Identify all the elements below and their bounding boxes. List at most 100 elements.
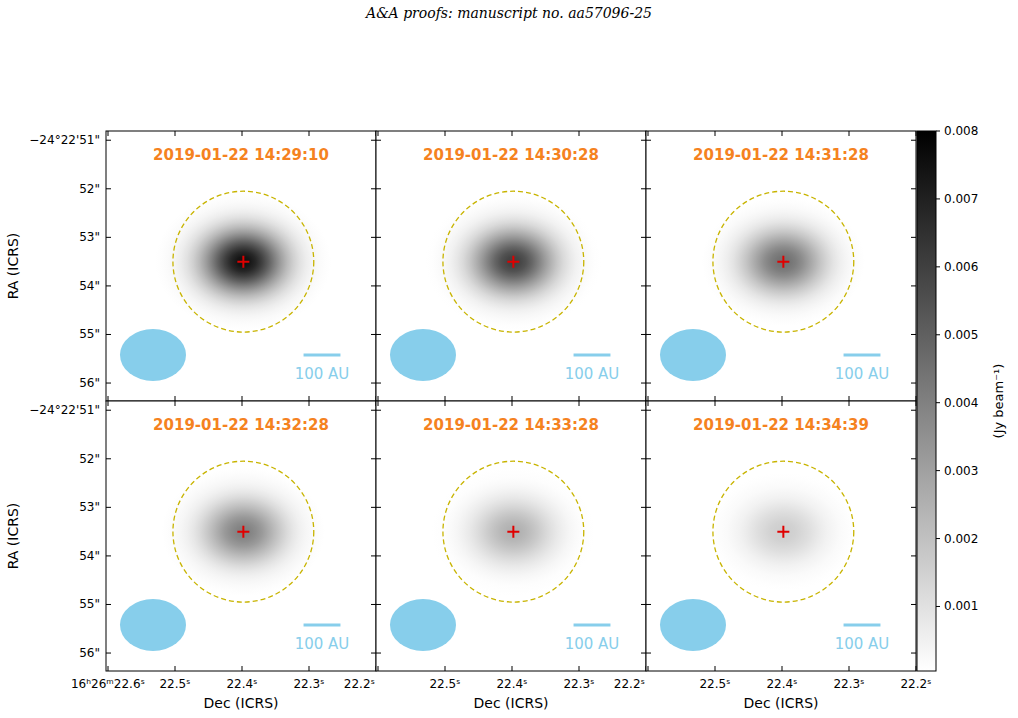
colorbar-tick-label: 0.008: [944, 124, 978, 138]
y-tick: [371, 458, 376, 459]
colorbar-tick: [936, 606, 940, 607]
y-tick: [376, 458, 381, 459]
y-tick: [371, 507, 376, 508]
x-tick: [309, 131, 310, 136]
y-tick: [911, 555, 916, 556]
colorbar-tick-label: 0.005: [944, 328, 978, 342]
page-header: A&A proofs: manuscript no. aa57096-25: [364, 5, 652, 21]
scale-bar: [574, 354, 611, 357]
scale-bar: [844, 354, 881, 357]
y-tick: [911, 604, 916, 605]
y-tick: [106, 285, 111, 286]
y-tick: [106, 653, 111, 654]
beam: [390, 599, 456, 651]
x-tick: [378, 396, 379, 401]
y-tick: [641, 653, 646, 654]
y-tick-label: 53": [79, 230, 100, 244]
y-tick: [376, 188, 381, 189]
aperture: [713, 191, 854, 332]
x-tick-label: 22.3ˢ: [293, 677, 324, 691]
x-tick: [108, 401, 109, 406]
panel-frame: [106, 131, 376, 401]
image-background: [106, 401, 376, 671]
y-tick: [646, 458, 651, 459]
y-tick: [646, 410, 651, 411]
x-tick: [445, 401, 446, 406]
beam: [390, 329, 456, 381]
x-tick: [916, 401, 917, 406]
y-tick: [106, 507, 111, 508]
x-tick-label: 22.4ˢ: [226, 677, 257, 691]
x-tick: [648, 401, 649, 406]
x-tick: [512, 396, 513, 401]
x-tick-label: 22.2ˢ: [900, 677, 931, 691]
x-tick: [445, 666, 446, 671]
panel-frame: [376, 131, 646, 401]
y-tick: [371, 604, 376, 605]
panel-frame: [646, 401, 916, 671]
y-tick: [376, 410, 381, 411]
x-tick-label: 22.2ˢ: [344, 677, 375, 691]
x-tick: [378, 666, 379, 671]
x-tick: [175, 131, 176, 136]
y-tick: [376, 604, 381, 605]
y-tick: [371, 555, 376, 556]
x-tick: [579, 396, 580, 401]
y-tick: [106, 555, 111, 556]
x-tick-label: 22.5ˢ: [699, 677, 730, 691]
y-tick: [646, 604, 651, 605]
y-tick: [371, 653, 376, 654]
y-tick-label: 52": [79, 452, 100, 466]
x-tick: [175, 666, 176, 671]
x-tick: [512, 131, 513, 136]
y-tick: [646, 237, 651, 238]
y-tick: [376, 285, 381, 286]
x-tick: [378, 131, 379, 136]
y-tick: [646, 334, 651, 335]
y-tick: [641, 555, 646, 556]
colorbar-tick-label: 0.002: [944, 532, 978, 546]
y-tick: [646, 188, 651, 189]
y-tick: [376, 555, 381, 556]
y-tick: [106, 458, 111, 459]
panel: 100 AU2019-01-22 14:32:2816ʰ26ᵐ22.6ˢ22.5…: [29, 401, 376, 691]
panel-title: 2019-01-22 14:31:28: [693, 146, 869, 164]
x-tick-label: 16ʰ26ᵐ22.6ˢ: [71, 677, 145, 691]
y-tick: [646, 285, 651, 286]
source-position: [507, 526, 519, 538]
panel-title: 2019-01-22 14:34:39: [693, 416, 869, 434]
x-tick: [648, 131, 649, 136]
scale-bar-label: 100 AU: [295, 365, 350, 383]
x-tick: [579, 131, 580, 136]
y-tick: [911, 334, 916, 335]
y-tick: [371, 410, 376, 411]
y-tick: [106, 140, 111, 141]
x-tick: [849, 131, 850, 136]
x-tick: [782, 396, 783, 401]
panel-title: 2019-01-22 14:32:28: [153, 416, 329, 434]
y-tick: [641, 458, 646, 459]
y-tick-label: 56": [79, 646, 100, 660]
source-position: [507, 256, 519, 268]
y-tick: [641, 285, 646, 286]
y-tick: [646, 140, 651, 141]
scale-bar-label: 100 AU: [565, 365, 620, 383]
y-tick: [106, 334, 111, 335]
image-background: [376, 401, 646, 671]
y-tick: [911, 140, 916, 141]
source-position: [237, 256, 249, 268]
beam: [660, 329, 726, 381]
y-tick: [376, 140, 381, 141]
y-tick: [106, 604, 111, 605]
x-tick: [445, 131, 446, 136]
aperture: [443, 461, 584, 602]
colorbar-tick-label: 0.001: [944, 599, 978, 613]
y-tick: [376, 383, 381, 384]
colorbar-tick: [936, 131, 940, 132]
x-tick: [512, 401, 513, 406]
x-tick: [715, 666, 716, 671]
y-tick: [911, 653, 916, 654]
y-tick: [646, 555, 651, 556]
y-tick: [911, 410, 916, 411]
aperture: [443, 191, 584, 332]
